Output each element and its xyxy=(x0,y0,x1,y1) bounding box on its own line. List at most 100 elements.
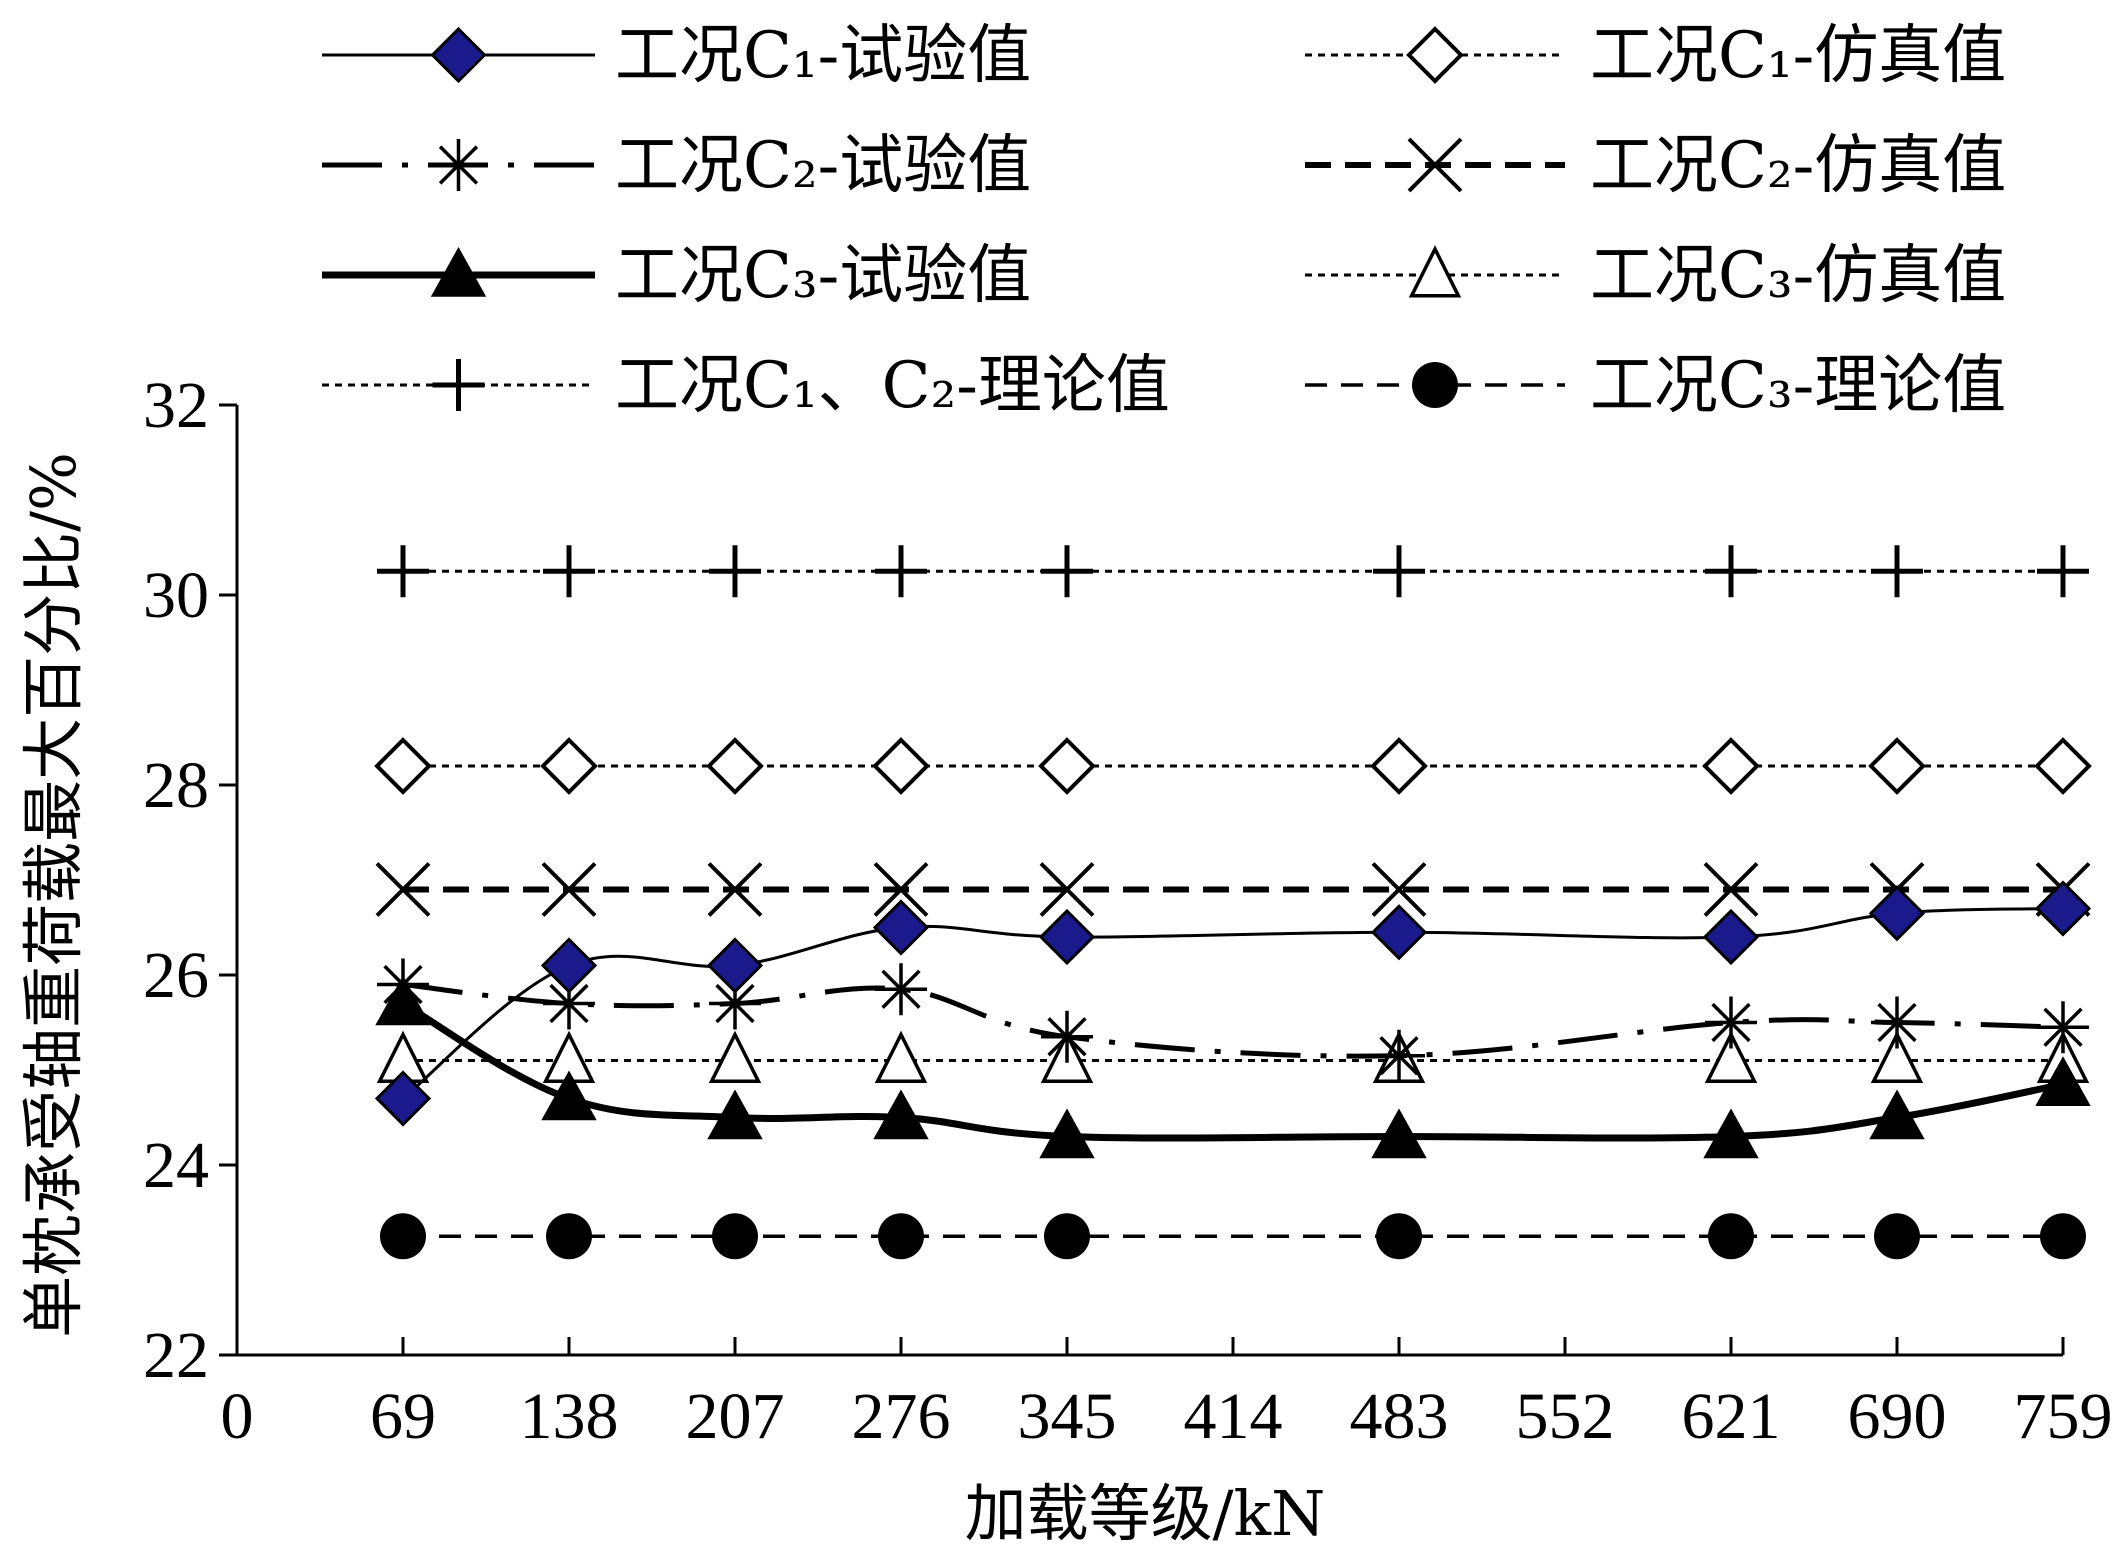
y-axis-title: 单枕承受轴重荷载最大百分比/% xyxy=(17,452,90,1338)
y-tick-label: 28 xyxy=(143,749,209,822)
series-8 xyxy=(380,1213,2086,1260)
data-point xyxy=(1871,996,1923,1049)
x-tick-label: 69 xyxy=(370,1380,436,1453)
data-point xyxy=(708,1030,762,1084)
data-point xyxy=(706,737,764,795)
data-point xyxy=(1373,545,1425,598)
x-tick-label: 276 xyxy=(852,1380,951,1453)
data-point xyxy=(1044,1213,1090,1260)
legend-label: 工况C₃-试验值 xyxy=(615,239,1031,313)
data-point xyxy=(540,937,598,994)
y-tick-label: 32 xyxy=(143,369,209,442)
series-7 xyxy=(377,545,2089,598)
legend-item: 工况C₁-试验值 xyxy=(322,19,1031,93)
legend-label: 工况C₂-仿真值 xyxy=(1590,129,2006,203)
legend-label: 工况C₃-仿真值 xyxy=(1590,239,2006,313)
data-point xyxy=(541,1070,597,1121)
data-point xyxy=(543,545,595,598)
data-point xyxy=(1703,862,1759,917)
data-point xyxy=(1371,1108,1427,1159)
data-point xyxy=(1703,1108,1759,1159)
data-point xyxy=(1702,908,1760,966)
legend-label: 工况C₂-试验值 xyxy=(615,129,1031,203)
data-point xyxy=(1869,1089,1925,1140)
data-point xyxy=(374,737,432,795)
data-point xyxy=(1038,737,1096,795)
axes: 22 24 26 28 30 32 0 69 138 207 276 345 414 483 552 621 6… xyxy=(143,369,2113,1453)
legend-item: 工况C₂-仿真值 xyxy=(1305,129,2006,203)
plot-area xyxy=(374,545,2092,1260)
data-point xyxy=(2034,880,2092,937)
data-point xyxy=(1376,1213,1422,1260)
y-tick-label: 26 xyxy=(143,939,209,1012)
data-point xyxy=(377,545,429,598)
data-point xyxy=(2040,1213,2086,1260)
data-point xyxy=(1874,1213,1920,1260)
legend-marker xyxy=(432,359,485,411)
series-4 xyxy=(375,862,2091,917)
legend-item: 工况C₁-仿真值 xyxy=(1305,19,2006,93)
series-3 xyxy=(377,958,2089,1082)
data-point xyxy=(2037,545,2089,598)
y-tick-label: 24 xyxy=(143,1129,209,1202)
x-tick-label: 345 xyxy=(1018,1380,1117,1453)
legend-marker xyxy=(1406,26,1464,84)
data-point xyxy=(872,737,930,795)
data-point xyxy=(1039,862,1095,917)
data-point xyxy=(375,862,431,917)
data-point xyxy=(2034,737,2092,795)
data-point xyxy=(706,937,764,994)
data-point xyxy=(546,1213,592,1260)
data-point xyxy=(1038,908,1096,966)
data-point xyxy=(1041,545,1093,598)
series-line xyxy=(401,1000,2064,1142)
x-tick-label: 552 xyxy=(1516,1380,1615,1453)
data-point xyxy=(375,975,431,1026)
x-axis-title: 加载等级/kN xyxy=(965,1477,1326,1550)
data-point xyxy=(712,1213,758,1260)
legend-label: 工况C₁-仿真值 xyxy=(1590,19,2006,93)
data-point xyxy=(1705,996,1757,1049)
x-tick-label: 138 xyxy=(520,1380,619,1453)
y-tick-label: 22 xyxy=(143,1319,209,1392)
x-tick-label: 0 xyxy=(221,1380,254,1453)
legend-marker xyxy=(1407,137,1463,193)
data-point xyxy=(1373,1029,1425,1082)
data-point xyxy=(875,545,927,598)
data-point xyxy=(541,862,597,917)
legend-label: 工况C₃-理论值 xyxy=(1590,349,2006,423)
data-point xyxy=(1039,1108,1095,1159)
data-point xyxy=(707,862,763,917)
legend-marker xyxy=(1408,245,1462,298)
legend-label: 工况C₁、C₂-理论值 xyxy=(615,349,1170,423)
x-tick-label: 207 xyxy=(686,1380,785,1453)
legend-item: 工况C₁、C₂-理论值 xyxy=(322,349,1170,423)
data-point xyxy=(1868,885,1926,942)
x-tick-label: 414 xyxy=(1184,1380,1283,1453)
series-2 xyxy=(374,737,2092,795)
series-1 xyxy=(374,880,2092,1127)
data-point xyxy=(1041,1010,1093,1063)
data-point xyxy=(380,1213,426,1260)
legend-marker xyxy=(1412,362,1458,408)
data-point xyxy=(1705,545,1757,598)
x-tick-label: 483 xyxy=(1350,1380,1449,1453)
data-point xyxy=(1870,1030,1924,1084)
series-5 xyxy=(375,975,2091,1159)
series-6 xyxy=(376,1030,2090,1084)
y-tick-label: 30 xyxy=(143,559,209,632)
legend-marker xyxy=(430,246,487,297)
legend-label: 工况C₁-试验值 xyxy=(615,19,1031,93)
legend-item: 工况C₃-理论值 xyxy=(1305,349,2006,423)
data-point xyxy=(2037,1001,2089,1054)
series-line xyxy=(402,982,2064,1059)
x-tick-label: 759 xyxy=(2014,1380,2113,1453)
data-point xyxy=(873,1089,929,1140)
data-point xyxy=(1708,1213,1754,1260)
legend-item: 工况C₃-仿真值 xyxy=(1305,239,2006,313)
legend-item: 工况C₃-试验值 xyxy=(322,239,1031,313)
data-point xyxy=(1871,545,1923,598)
data-point xyxy=(1370,904,1428,961)
data-point xyxy=(709,545,761,598)
